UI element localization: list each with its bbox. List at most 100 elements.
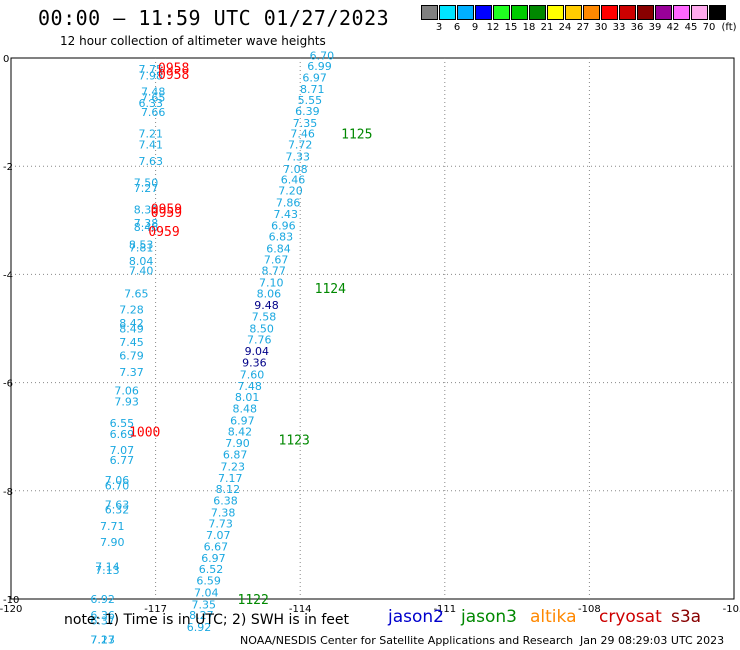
wave-height-value: 6.38 [213, 495, 238, 508]
wave-height-value: 7.76 [247, 333, 272, 346]
y-tick-label: -4 [3, 270, 13, 281]
legend-label: 36 [630, 22, 644, 33]
legend-swatch [529, 5, 546, 20]
satellite-name: jason2 [388, 607, 444, 627]
page-title: 00:00 – 11:59 UTC 01/27/2023 [38, 6, 390, 30]
wave-height-value: 6.46 [281, 174, 306, 187]
x-tick-label: -108 [578, 604, 601, 615]
wave-height-value: 7.75 [139, 63, 164, 76]
wave-height-value: 6.87 [223, 449, 248, 462]
wave-height-value: 7.08 [283, 163, 308, 176]
wave-height-value: 9.04 [245, 345, 270, 358]
page-subtitle: 12 hour collection of altimeter wave hei… [60, 34, 326, 48]
wave-height-value: 7.27 [134, 182, 159, 195]
wave-height-value: 9.48 [254, 299, 279, 312]
x-tick-label: -120 [0, 604, 22, 615]
wave-height-value: 7.23 [220, 460, 245, 473]
legend-swatch [691, 5, 708, 20]
x-tick-label: -105 [723, 604, 740, 615]
wave-height-value: 6.97 [201, 552, 226, 565]
y-tick-label: -6 [3, 379, 13, 390]
wave-height-value: 7.27 [90, 634, 115, 647]
wave-height-value: 6.37 [90, 615, 115, 628]
x-tick-label: -114 [289, 604, 312, 615]
pass-time-label: 1124 [315, 282, 346, 297]
wave-height-value: 7.17 [218, 472, 243, 485]
y-tick-label: -2 [3, 162, 13, 173]
map-axes: -120 -117 -114 -111 -108 -105 0 -2 -4 -6 -8 -10 [0, 54, 740, 615]
wave-height-value: 7.35 [293, 117, 318, 130]
y-tick-label: -10 [3, 595, 19, 606]
legend-label: 33 [612, 22, 626, 33]
satellite-name: altika [530, 607, 577, 627]
satellite-name: s3a [671, 607, 702, 627]
wave-height-value: 6.70 [310, 49, 335, 62]
pass-time-label: 0958 [158, 62, 189, 77]
legend-swatch [565, 5, 582, 20]
wave-height-value: 7.98 [139, 69, 164, 82]
wave-height-value: 8.71 [300, 83, 325, 96]
wave-height-value: 6.67 [204, 541, 229, 554]
pass-time-label: 1125 [341, 128, 372, 143]
legend-swatch [709, 5, 726, 20]
wave-height-value: 6.52 [199, 563, 224, 576]
wave-height-value: 7.86 [276, 196, 301, 209]
satellite-name: jason3 [461, 607, 517, 627]
wave-height-value: 8.42 [119, 317, 144, 330]
legend-swatch [673, 5, 690, 20]
wave-height-value: 7.58 [252, 311, 277, 324]
wave-height-value: 7.48 [237, 380, 262, 393]
wave-height-value: 7.20 [278, 185, 303, 198]
pass-time-label: 0958 [158, 68, 189, 83]
pass-time-label: 0959 [148, 225, 179, 240]
legend-label: 21 [540, 22, 554, 33]
wave-height-value: 6.99 [307, 60, 332, 73]
wave-height-value: 7.06 [114, 385, 139, 398]
wave-height-value: 6.77 [110, 454, 135, 467]
wave-height-value: 7.13 [95, 564, 120, 577]
legend-label: 30 [594, 22, 608, 33]
wave-height-value: 7.65 [141, 91, 166, 104]
wave-height-value: 7.60 [240, 368, 265, 381]
legend-label: 9 [471, 22, 479, 33]
wave-height-value: 6.83 [269, 231, 294, 244]
pass-time-label: 1123 [279, 433, 310, 448]
wave-height-value: 6.36 [90, 609, 115, 622]
pass-time-label: 0959 [151, 206, 182, 221]
wave-height-value: 7.71 [100, 520, 125, 533]
wave-height-value: 7.33 [286, 150, 311, 163]
wave-height-value: 7.81 [129, 241, 154, 254]
wave-height-value: 7.63 [105, 498, 130, 511]
wave-height-value: 7.65 [124, 287, 149, 300]
wave-height-value: 8.53 [129, 239, 154, 252]
wave-height-value: 6.69 [110, 428, 135, 441]
wave-height-value: 7.40 [129, 265, 154, 278]
wave-height-value: 7.50 [134, 176, 159, 189]
wave-height-value: 7.13 [90, 634, 115, 647]
pass-time-label: 0959 [151, 202, 182, 217]
wave-height-value: 7.38 [134, 217, 159, 230]
wave-height-value: 8.35 [134, 203, 159, 216]
legend-label: 24 [558, 22, 572, 33]
wave-height-value: 7.07 [206, 529, 231, 542]
y-tick-label: 0 [3, 54, 9, 65]
wave-height-value: 7.90 [100, 536, 125, 549]
wave-height-value: 6.32 [105, 504, 130, 517]
wave-height-value: 6.70 [105, 479, 130, 492]
wave-height-value: 6.33 [139, 97, 164, 110]
wave-height-value: 6.55 [110, 417, 135, 430]
legend-swatch [511, 5, 528, 20]
legend-swatch [493, 5, 510, 20]
wave-height-value: 6.79 [119, 350, 144, 363]
wave-height-value: 8.27 [189, 609, 214, 622]
wave-height-value: 7.21 [139, 128, 164, 141]
legend-label: 3 [435, 22, 443, 33]
wave-height-value: 7.90 [225, 437, 250, 450]
legend-unit: (ft) [721, 22, 737, 33]
legend-label: 12 [486, 22, 500, 33]
wave-height-value: 7.46 [290, 128, 315, 141]
legend-label: 70 [702, 22, 716, 33]
wave-height-value: 7.48 [141, 86, 166, 99]
wave-height-value: 7.38 [211, 506, 236, 519]
